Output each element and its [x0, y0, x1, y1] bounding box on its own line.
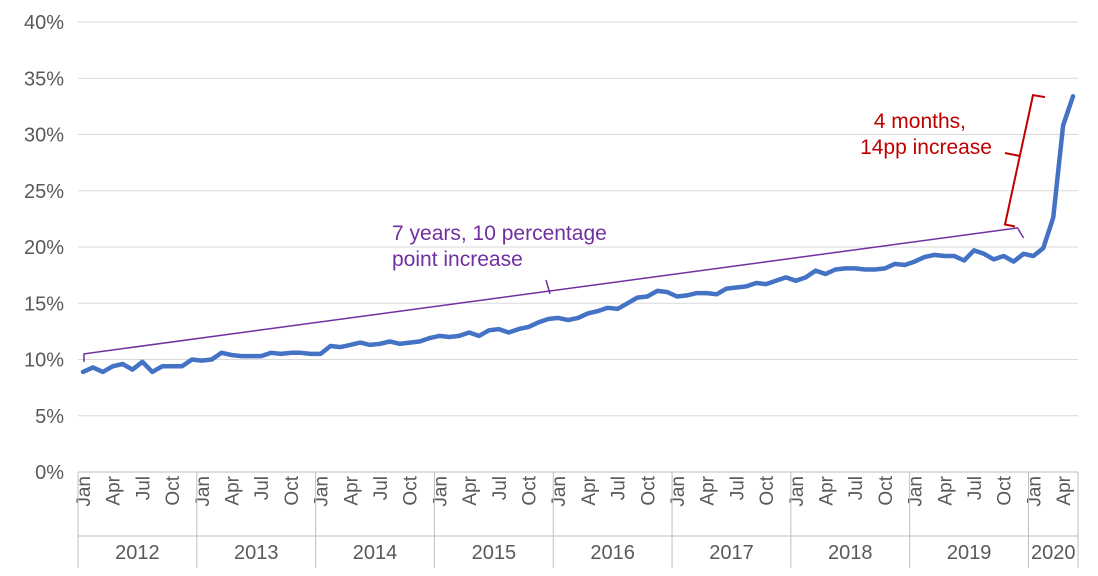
- x-tick-label: Apr: [698, 475, 719, 505]
- x-tick-label: Apr: [460, 475, 481, 505]
- x-tick-label: Jul: [133, 476, 154, 500]
- y-tick-label: 10%: [24, 350, 64, 372]
- x-tick-label: Oct: [282, 475, 303, 505]
- x-tick-label: Apr: [104, 475, 125, 505]
- x-tick-label: Jul: [490, 476, 511, 500]
- x-tick-label: Oct: [638, 475, 659, 505]
- x-tick-label: Oct: [876, 475, 897, 505]
- x-tick-label: Jan: [193, 476, 214, 507]
- annotations: 7 years, 10 percentage point increase 4 mo…: [83, 93, 1046, 362]
- x-tick-label: Jan: [787, 476, 808, 507]
- year-label: 2019: [947, 542, 992, 564]
- x-tick-label: Apr: [222, 475, 243, 505]
- annotation-text-4-months: 4 months,: [874, 110, 966, 133]
- annotation-text-7-years: point increase: [392, 248, 523, 271]
- x-tick-label: Oct: [995, 475, 1016, 505]
- year-label: 2018: [828, 542, 873, 564]
- x-tick-label: Jan: [668, 476, 689, 507]
- y-tick-label: 0%: [35, 462, 64, 484]
- x-tick-label: Apr: [579, 475, 600, 505]
- x-tick-label: Jul: [846, 476, 867, 500]
- x-tick-label: Apr: [817, 475, 838, 505]
- x-tick-label: Apr: [1054, 475, 1075, 505]
- year-label: 2016: [590, 542, 635, 564]
- x-tick-label: Jan: [1024, 476, 1045, 507]
- series-group: [80, 94, 1076, 375]
- y-tick-label: 30%: [24, 125, 64, 147]
- annotation-bracket-7-years: [83, 227, 1025, 362]
- x-tick-label: Jul: [252, 476, 273, 500]
- y-tick-label: 5%: [35, 406, 64, 428]
- x-tick-label: Oct: [401, 475, 422, 505]
- annotation-tick-4-months: [1004, 152, 1021, 157]
- year-label: 2015: [472, 542, 517, 564]
- annotation-text-4-months: 14pp increase: [860, 136, 992, 159]
- y-tick-label: 35%: [24, 68, 64, 90]
- year-label: 2012: [115, 542, 160, 564]
- year-label: 2020: [1031, 542, 1076, 564]
- y-tick-label: 15%: [24, 293, 64, 315]
- x-tick-label: Jul: [965, 476, 986, 500]
- gridlines: [78, 21, 1078, 473]
- x-tick-label: Jan: [312, 476, 333, 507]
- y-tick-label: 40%: [24, 12, 64, 34]
- x-tick-label: Apr: [935, 475, 956, 505]
- x-tick-label: Jul: [371, 476, 392, 500]
- x-tick-label: Jan: [430, 476, 451, 507]
- x-tick-label: Jul: [609, 476, 630, 500]
- y-tick-label: 20%: [24, 237, 64, 259]
- x-axis: Jan Apr Jul Oct Jan Apr Jul Oct Jan Apr Jul Oct Jan A…: [74, 472, 1079, 568]
- x-tick-label: Oct: [163, 475, 184, 505]
- x-tick-label: Oct: [519, 475, 540, 505]
- year-label: 2017: [709, 542, 754, 564]
- year-label: 2014: [353, 542, 398, 564]
- y-axis: 0% 5% 10% 15% 20% 25% 30% 35% 40%: [24, 12, 64, 484]
- x-tick-label: Oct: [757, 475, 778, 505]
- annotation-tick-7-years: [545, 279, 551, 295]
- x-tick-label: Jul: [727, 476, 748, 500]
- x-tick-label: Jan: [549, 476, 570, 507]
- year-label: 2013: [234, 542, 279, 564]
- x-tick-label: Apr: [341, 475, 362, 505]
- annotation-bracket-4-months: [1003, 93, 1046, 228]
- x-tick-label: Jan: [906, 476, 927, 507]
- annotation-text-7-years: 7 years, 10 percentage: [392, 222, 607, 245]
- y-tick-label: 25%: [24, 181, 64, 203]
- x-tick-label: Jan: [74, 476, 95, 507]
